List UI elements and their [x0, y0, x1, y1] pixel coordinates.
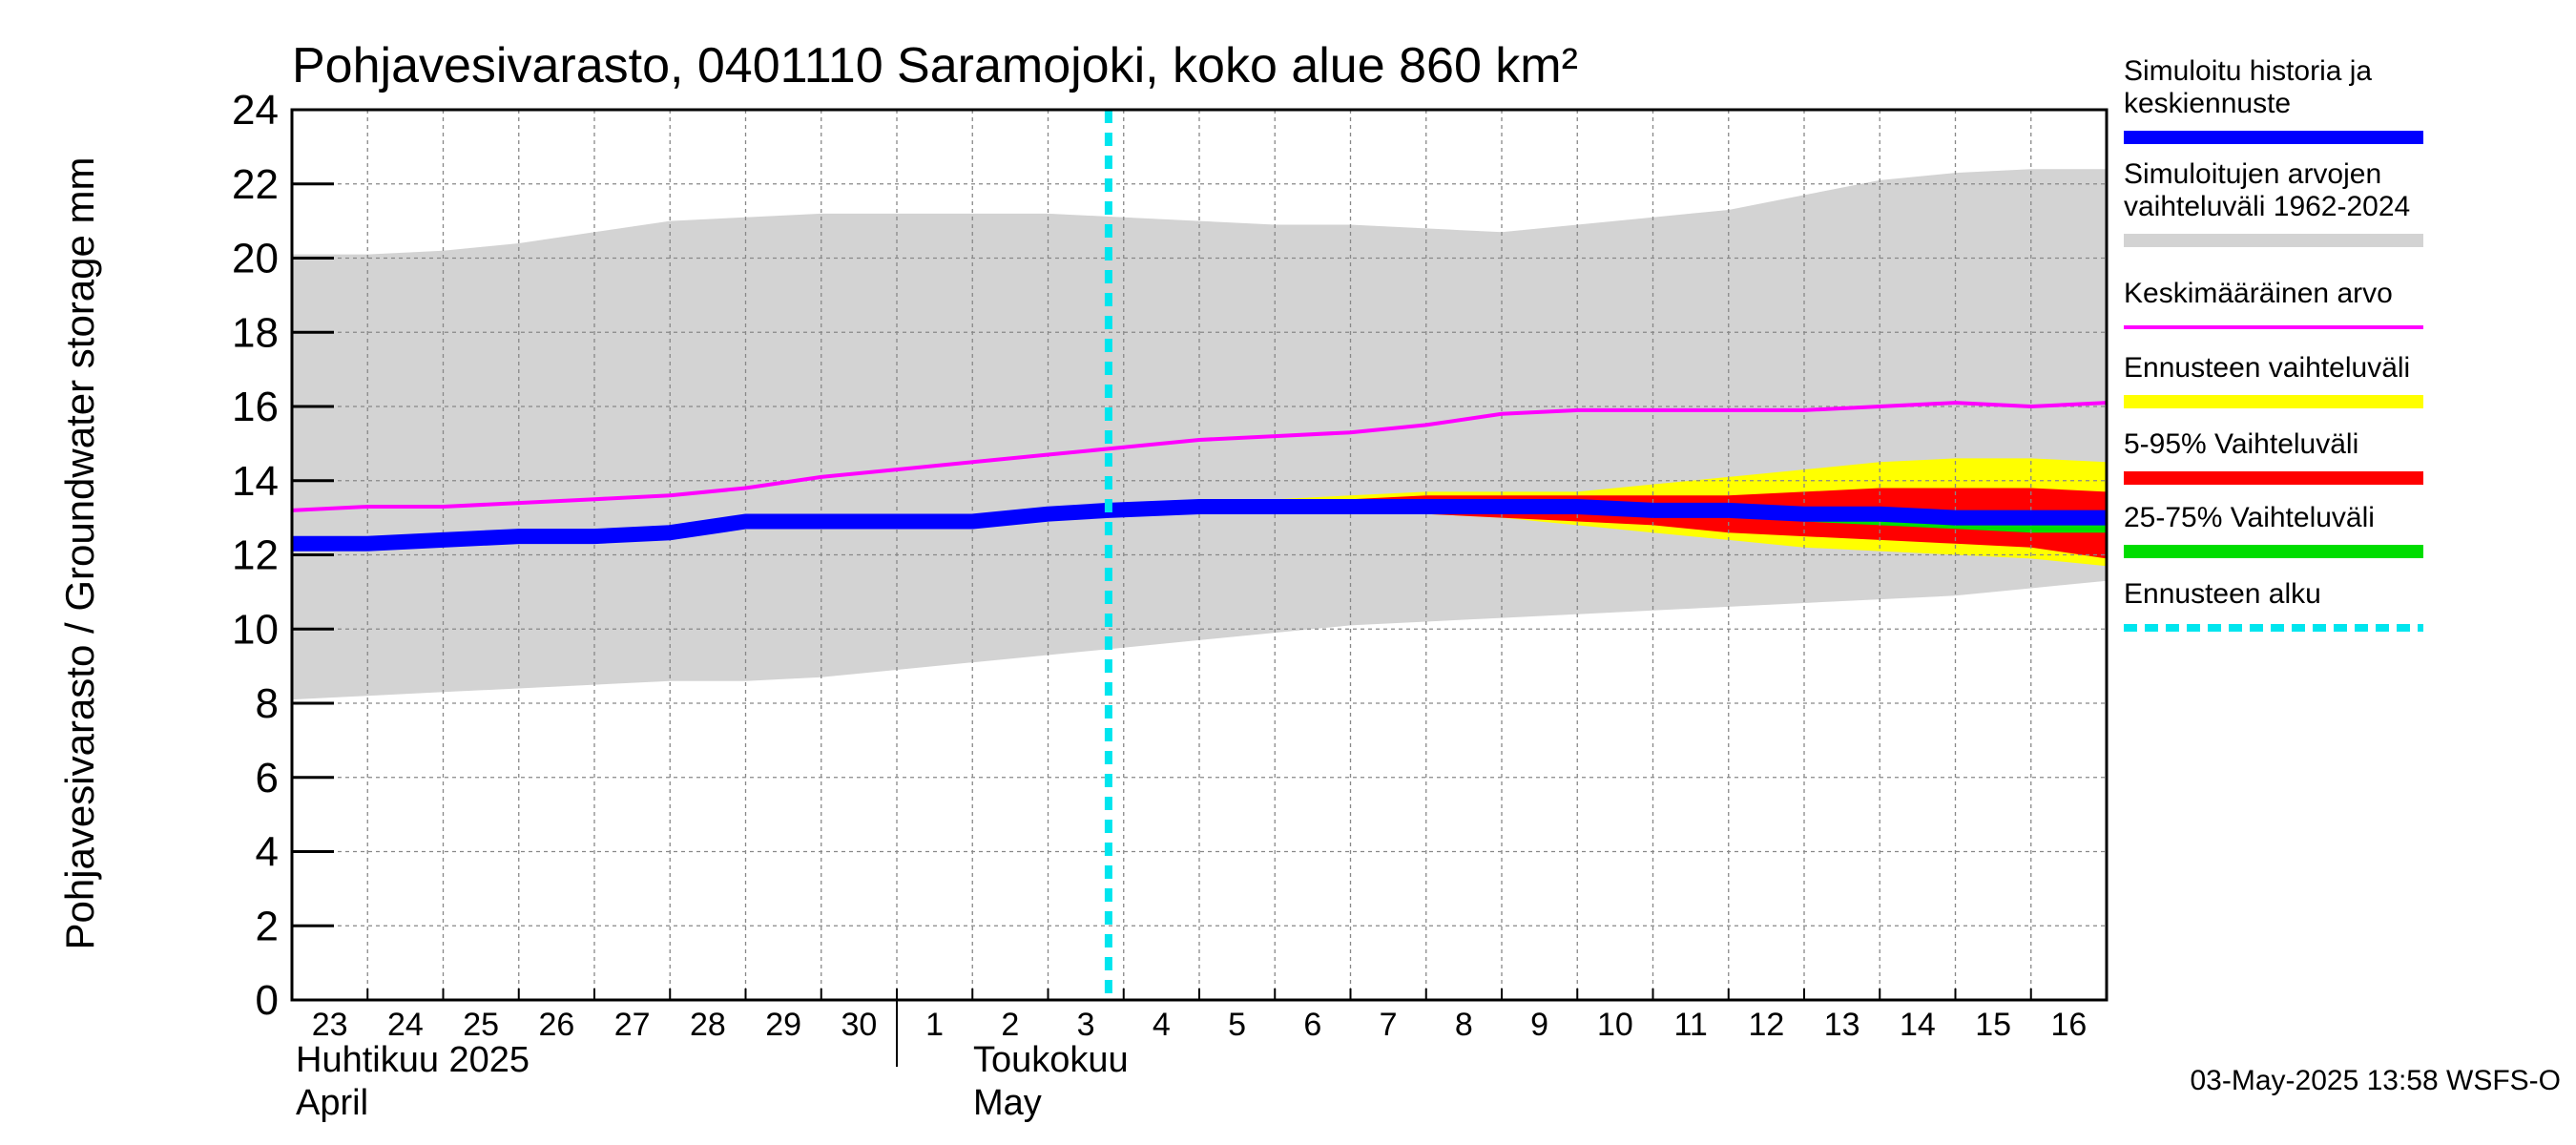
- timestamp-footer: 03-May-2025 13:58 WSFS-O: [2191, 1065, 2562, 1096]
- month-label-fi: Toukokuu: [973, 1040, 1129, 1080]
- x-day-label: 9: [1530, 1007, 1548, 1043]
- x-day-label: 24: [387, 1007, 424, 1043]
- legend-label: vaihteluväli 1962-2024: [2124, 191, 2410, 222]
- x-day-label: 5: [1228, 1007, 1246, 1043]
- y-axis-label: Pohjavesivarasto / Groundwater storage m…: [57, 156, 102, 949]
- x-day-label: 3: [1077, 1007, 1095, 1043]
- y-tick-label: 10: [232, 606, 279, 653]
- x-day-label: 10: [1597, 1007, 1633, 1043]
- y-tick-label: 2: [256, 903, 279, 949]
- x-day-label: 30: [841, 1007, 877, 1043]
- simulated-line: [292, 499, 2107, 552]
- month-label-fi: Huhtikuu 2025: [296, 1040, 530, 1080]
- x-day-label: 12: [1748, 1007, 1784, 1043]
- x-day-label: 23: [312, 1007, 348, 1043]
- y-tick-label: 16: [232, 384, 279, 430]
- x-day-label: 29: [765, 1007, 801, 1043]
- y-tick-label: 20: [232, 236, 279, 282]
- x-day-label: 8: [1455, 1007, 1473, 1043]
- y-tick-label: 4: [256, 829, 279, 876]
- legend-label: keskiennuste: [2124, 88, 2291, 119]
- x-day-label: 16: [2050, 1007, 2087, 1043]
- y-tick-label: 14: [232, 458, 279, 505]
- x-day-label: 11: [1673, 1007, 1707, 1043]
- month-label-en: May: [973, 1083, 1042, 1123]
- x-day-label: 26: [538, 1007, 574, 1043]
- y-tick-label: 8: [256, 680, 279, 727]
- x-day-label: 27: [614, 1007, 651, 1043]
- y-tick-label: 24: [232, 87, 279, 134]
- legend-label: Ennusteen vaihteluväli: [2124, 352, 2410, 384]
- y-tick-label: 22: [232, 161, 279, 208]
- grid-lines: [292, 110, 2107, 1000]
- legend-label: Simuloitujen arvojen: [2124, 158, 2381, 190]
- chart-title: Pohjavesivarasto, 0401110 Saramojoki, ko…: [292, 38, 1578, 94]
- x-day-label: 7: [1380, 1007, 1398, 1043]
- x-day-label: 1: [925, 1007, 944, 1043]
- legend-label: Ennusteen alku: [2124, 578, 2321, 610]
- month-label-en: April: [296, 1083, 368, 1123]
- legend-label: Simuloitu historia ja: [2124, 55, 2372, 87]
- y-tick-label: 0: [256, 977, 279, 1024]
- x-axis: 23 24 25 26 27 28 29 30 1 2 3 4 5 6 7 8 9 10 11 12 13 14 15 16H…: [291, 989, 2108, 1123]
- y-tick-label: 6: [256, 755, 279, 802]
- x-day-label: 15: [1975, 1007, 2011, 1043]
- x-day-label: 25: [463, 1007, 499, 1043]
- x-day-label: 6: [1303, 1007, 1321, 1043]
- x-day-label: 28: [690, 1007, 726, 1043]
- mean-line: [291, 401, 2108, 512]
- y-tick-label: 12: [232, 532, 279, 579]
- x-day-label: 2: [1001, 1007, 1019, 1043]
- legend-label: Keskimääräinen arvo: [2124, 278, 2393, 309]
- x-day-label: 4: [1153, 1007, 1171, 1043]
- x-day-label: 14: [1900, 1007, 1936, 1043]
- y-tick-label: 18: [232, 309, 279, 356]
- x-day-label: 13: [1824, 1007, 1860, 1043]
- legend-label: 5-95% Vaihteluväli: [2124, 428, 2358, 460]
- legend-label: 25-75% Vaihteluväli: [2124, 502, 2375, 533]
